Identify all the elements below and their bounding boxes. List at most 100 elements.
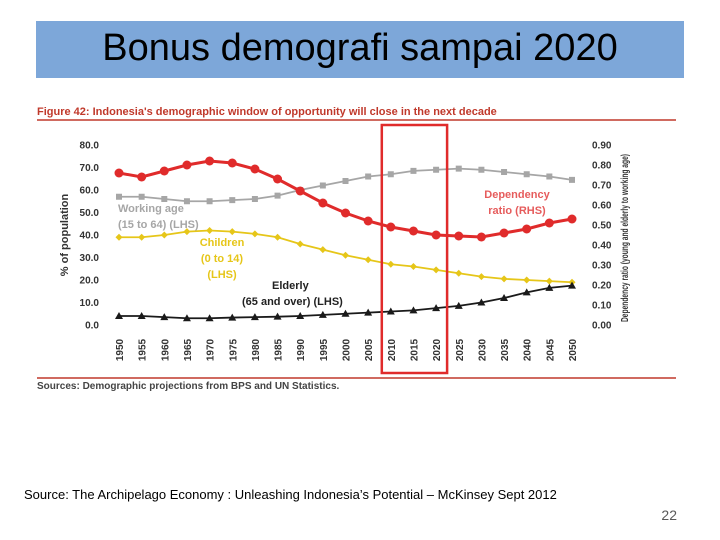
y2-axis-label: Dependency ratio (young and elderly to w… — [619, 154, 631, 322]
data-point-square — [274, 192, 281, 199]
data-point-triangle — [364, 308, 373, 316]
data-point-triangle — [228, 313, 237, 321]
data-point-diamond — [160, 231, 168, 239]
data-point-square — [365, 173, 372, 180]
x-tick-label: 1985 — [274, 338, 285, 361]
x-tick-label: 2020 — [432, 338, 443, 361]
data-point-triangle — [500, 294, 509, 301]
data-point-triangle — [273, 312, 282, 320]
x-tick-label: 2025 — [455, 338, 466, 361]
y2-tick-label: 0.90 — [592, 141, 612, 152]
x-tick-label: 1965 — [183, 338, 194, 361]
series-label: (15 to 64) (LHS) — [118, 219, 199, 231]
slide-title: Bonus demografi sampai 2020 — [102, 27, 618, 69]
data-point-circle — [318, 198, 328, 208]
data-point-triangle — [318, 310, 327, 318]
data-point-circle — [137, 172, 147, 182]
x-tick-label: 1950 — [115, 338, 126, 361]
series-label: Dependency — [484, 189, 550, 201]
data-point-circle — [273, 174, 283, 184]
data-point-diamond — [364, 256, 372, 264]
x-tick-label: 2050 — [568, 338, 579, 361]
y-tick-label: 60.0 — [80, 186, 100, 197]
y2-tick-label: 0.20 — [592, 281, 612, 292]
data-point-circle — [250, 164, 260, 174]
data-point-circle — [159, 166, 169, 176]
data-point-square — [251, 196, 258, 202]
data-point-triangle — [296, 312, 305, 319]
data-point-square — [138, 193, 145, 200]
data-point-circle — [499, 228, 509, 238]
y-axis-label: % of population — [59, 193, 71, 276]
data-point-circle — [227, 158, 237, 168]
data-point-square — [116, 193, 122, 200]
series-label: ratio (RHS) — [488, 205, 546, 217]
data-point-circle — [114, 168, 124, 178]
data-point-circle — [522, 224, 532, 234]
data-point-triangle — [454, 301, 463, 309]
figure-title: Figure 42: Indonesia's demographic windo… — [37, 106, 497, 118]
y-tick-label: 20.0 — [80, 276, 100, 287]
x-tick-label: 1975 — [228, 338, 239, 361]
data-point-circle — [341, 208, 350, 218]
x-tick-label: 2005 — [364, 338, 375, 361]
y-tick-label: 30.0 — [80, 253, 100, 264]
data-point-circle — [295, 186, 305, 196]
x-tick-label: 1990 — [296, 338, 307, 361]
data-point-triangle — [160, 313, 169, 321]
data-point-triangle — [115, 312, 123, 319]
data-point-triangle — [432, 304, 441, 312]
data-point-triangle — [341, 309, 350, 317]
series-label: Working age — [118, 203, 184, 215]
y-tick-label: 40.0 — [80, 231, 100, 242]
data-point-diamond — [296, 240, 304, 248]
data-point-diamond — [228, 228, 236, 236]
data-point-triangle — [250, 313, 259, 321]
page-number: 22 — [661, 507, 677, 523]
series-label: Elderly — [272, 280, 310, 292]
data-point-diamond — [319, 246, 327, 254]
data-point-square — [229, 197, 236, 204]
data-point-triangle — [205, 314, 214, 322]
data-point-diamond — [138, 233, 146, 241]
data-point-diamond — [477, 273, 485, 281]
y2-tick-label: 0.70 — [592, 181, 612, 192]
x-tick-label: 2010 — [387, 338, 398, 361]
data-point-diamond — [387, 260, 395, 268]
source-citation: Source: The Archipelago Economy : Unleas… — [24, 487, 557, 502]
opportunity-window-highlight — [380, 123, 449, 375]
y-tick-label: 50.0 — [80, 208, 100, 219]
x-tick-label: 2015 — [409, 338, 420, 361]
series-label: (65 and over) (LHS) — [242, 296, 343, 308]
data-point-diamond — [206, 227, 214, 234]
data-point-square — [523, 171, 530, 178]
data-point-diamond — [545, 277, 553, 285]
data-point-diamond — [432, 266, 440, 274]
data-point-triangle — [545, 283, 554, 291]
data-point-triangle — [182, 314, 191, 322]
x-tick-label: 2000 — [342, 338, 353, 361]
data-point-square — [161, 196, 168, 202]
series-label: (LHS) — [207, 269, 237, 281]
y2-tick-label: 0.30 — [592, 261, 612, 272]
data-point-square — [206, 198, 213, 205]
data-point-square — [319, 182, 326, 189]
y-tick-label: 80.0 — [80, 141, 100, 152]
data-point-square — [546, 173, 553, 180]
series-label: Children — [200, 237, 245, 249]
data-point-square — [342, 178, 349, 184]
data-point-triangle — [386, 307, 395, 315]
x-tick-label: 2045 — [545, 338, 556, 361]
y2-tick-label: 0.60 — [592, 201, 612, 212]
data-point-circle — [476, 232, 486, 242]
y2-tick-label: 0.40 — [592, 241, 612, 252]
figure-sources: Sources: Demographic projections from BP… — [37, 381, 340, 392]
x-tick-label: 2030 — [477, 338, 488, 361]
x-tick-label: 1995 — [319, 338, 330, 361]
data-point-square — [501, 169, 508, 175]
data-point-triangle — [137, 312, 146, 319]
data-point-diamond — [342, 251, 349, 259]
data-point-diamond — [523, 276, 531, 284]
data-point-square — [410, 167, 417, 174]
x-tick-label: 1960 — [160, 338, 171, 361]
